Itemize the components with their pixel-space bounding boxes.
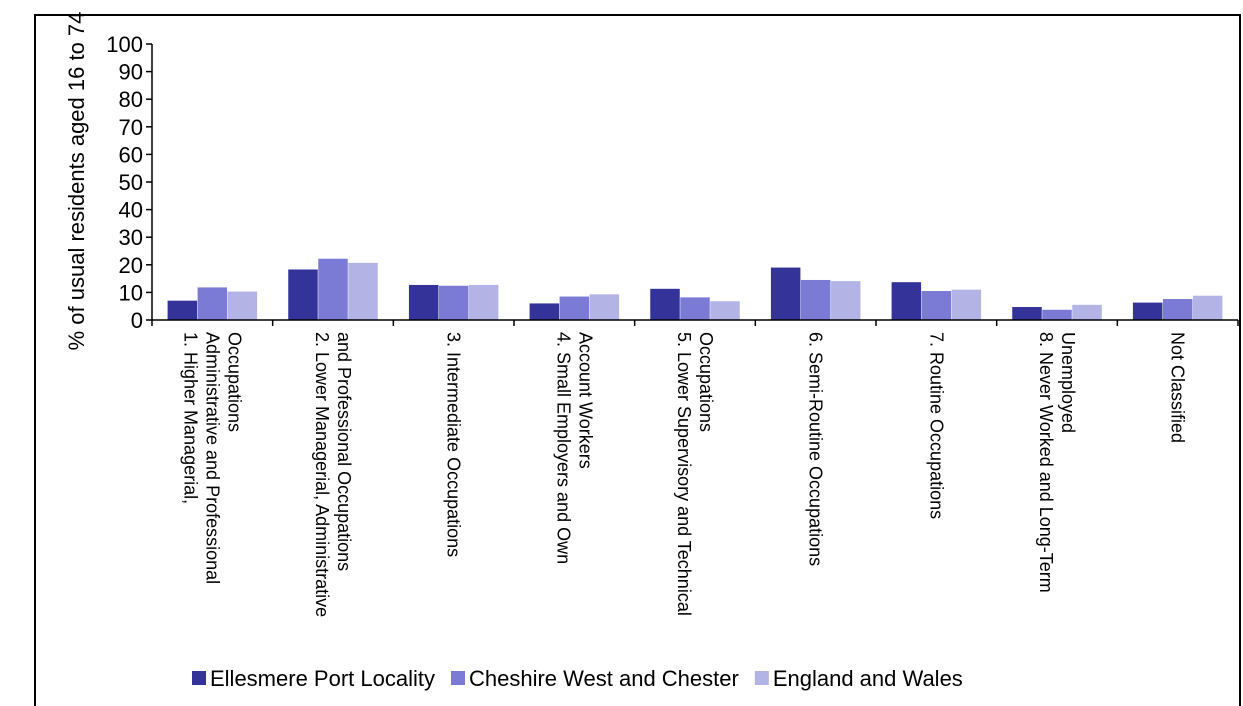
x-tick-label-line: and Professional Occupations <box>334 332 354 571</box>
x-tick-label-line: 3. Intermediate Occupations <box>444 332 464 557</box>
bar <box>680 297 710 320</box>
x-tick-label: 4. Small Employers and Own Account Worker… <box>553 332 595 564</box>
bar <box>468 284 499 320</box>
x-tick-label: 7. Routine Occupations <box>926 332 946 519</box>
x-tick-label-line: 4. Small Employers and Own <box>553 332 573 564</box>
x-tick-label-line: Unemployed <box>1058 332 1078 433</box>
legend-label: Cheshire West and Chester <box>469 666 739 691</box>
x-tick-label-line: 8. Never Worked and Long-Term <box>1036 332 1056 593</box>
bar <box>197 287 228 320</box>
x-tick-label-line: 5. Lower Supervisory and Technical <box>674 332 694 616</box>
x-tick-label: Not Classified <box>1168 332 1188 443</box>
y-tick-label: 50 <box>119 170 143 195</box>
y-tick-label: 80 <box>119 87 143 112</box>
legend-swatch <box>754 671 769 685</box>
bar <box>167 300 198 320</box>
x-tick-label-line: 1. Higher Managerial, <box>180 332 200 504</box>
bar <box>800 279 831 320</box>
legend-label: Ellesmere Port Locality <box>210 666 435 691</box>
bar <box>1012 307 1042 320</box>
x-tick-label-line: Occupations <box>224 332 244 432</box>
bar <box>830 281 861 320</box>
bar <box>1132 302 1163 320</box>
y-tick-label: 10 <box>119 280 143 305</box>
bar <box>951 289 982 320</box>
x-tick-label: 5. Lower Supervisory and Technical Occupa… <box>674 332 716 616</box>
x-tick-label-line: 7. Routine Occupations <box>926 332 946 519</box>
x-tick-label-line: Not Classified <box>1168 332 1188 443</box>
chart-frame <box>34 14 1241 706</box>
y-tick-label: 100 <box>106 32 143 57</box>
bar <box>1192 295 1223 320</box>
bar <box>529 303 560 320</box>
bar <box>408 284 439 320</box>
x-tick-label: 2. Lower Managerial, Administrative and P… <box>312 332 354 617</box>
bar <box>1162 299 1193 320</box>
bar <box>559 296 590 320</box>
x-tick-label: 3. Intermediate Occupations <box>444 332 464 557</box>
bar <box>921 291 952 320</box>
y-tick-label: 90 <box>119 60 143 85</box>
legend-swatch <box>450 671 465 685</box>
bar <box>438 285 469 320</box>
x-tick-label: 1. Higher Managerial, Administrative and … <box>180 332 244 584</box>
bar <box>1072 304 1102 320</box>
x-tick-label-line: Occupations <box>696 332 716 432</box>
bar <box>227 291 258 320</box>
x-tick-label: 8. Never Worked and Long-Term Unemployed <box>1036 332 1078 593</box>
bar <box>1042 309 1072 320</box>
y-tick-label: 0 <box>131 308 143 333</box>
bar <box>710 301 740 320</box>
legend-label: England and Wales <box>773 666 963 691</box>
legend-swatch <box>192 671 206 685</box>
bars <box>167 258 1223 320</box>
x-tick-label: 6. Semi-Routine Occupations <box>806 332 826 566</box>
x-tick-label-line: Account Workers <box>575 332 595 469</box>
bar <box>650 288 680 320</box>
y-tick-label: 70 <box>119 115 143 140</box>
bar <box>348 262 378 320</box>
legend: Ellesmere Port Locality Cheshire West and… <box>192 666 963 691</box>
bar <box>589 294 620 320</box>
x-tick-label-line: 6. Semi-Routine Occupations <box>806 332 826 566</box>
x-tick-label-line: Administrative and Professional <box>202 332 222 584</box>
y-tick-label: 40 <box>119 198 143 223</box>
bar <box>770 267 801 320</box>
y-tick-label: 30 <box>119 225 143 250</box>
x-axis: 1. Higher Managerial, Administrative and … <box>151 319 1239 617</box>
bar <box>318 258 348 320</box>
y-tick-label: 60 <box>119 142 143 167</box>
y-tick-label: 20 <box>119 253 143 278</box>
x-tick-label-line: 2. Lower Managerial, Administrative <box>312 332 332 617</box>
bar <box>288 269 318 320</box>
y-axis-title: % of usual residents aged 16 to 74 <box>64 12 89 351</box>
bar <box>891 282 922 320</box>
